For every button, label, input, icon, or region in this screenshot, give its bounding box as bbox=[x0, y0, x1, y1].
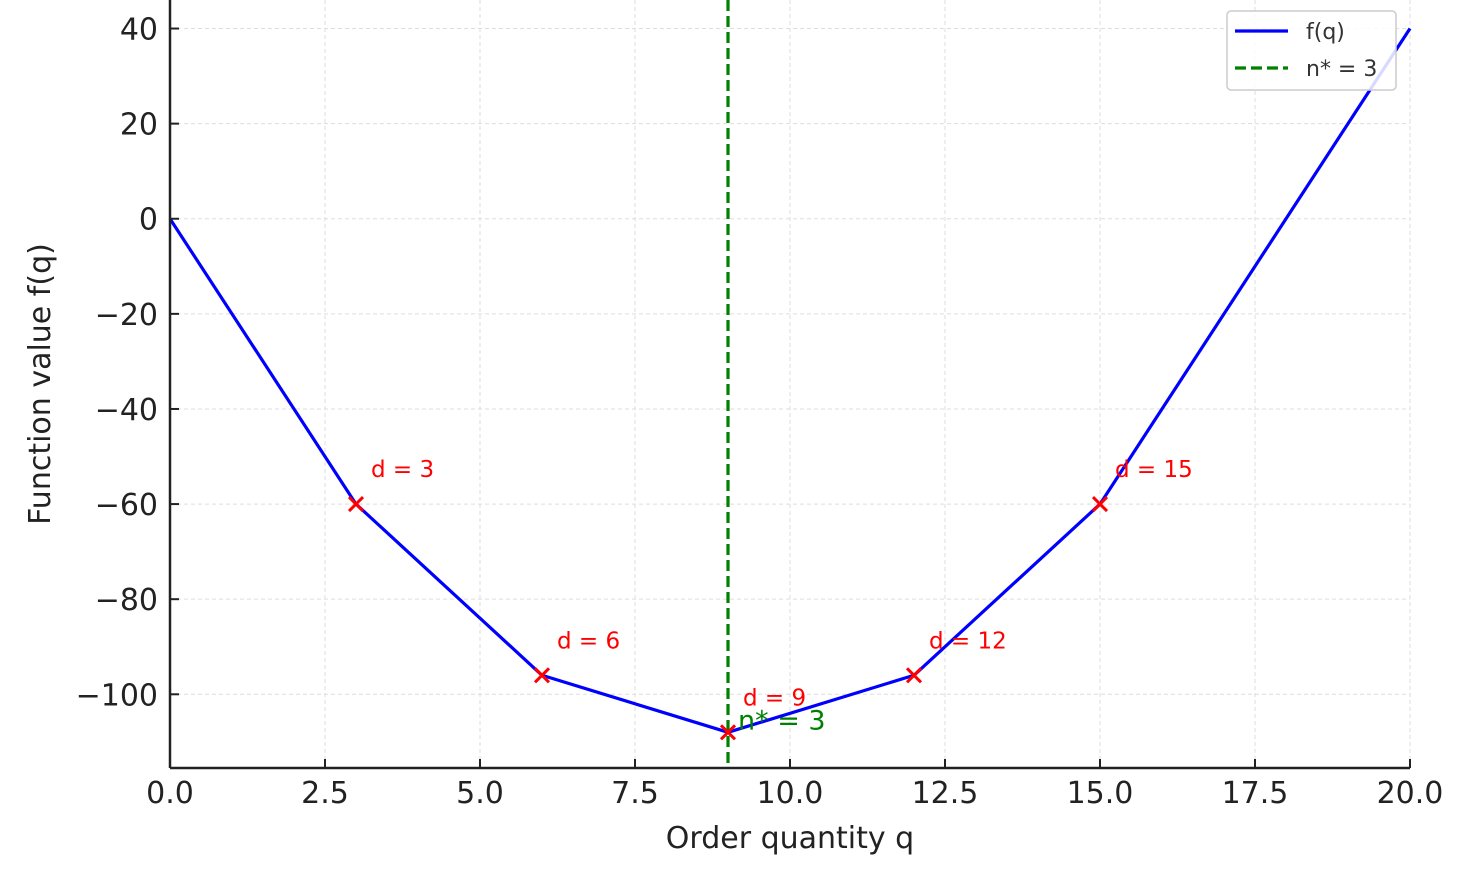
y-tick-label: −20 bbox=[95, 298, 158, 333]
marker-label: d = 15 bbox=[1115, 457, 1193, 483]
legend-label-fq: f(q) bbox=[1306, 20, 1345, 45]
x-tick-label: 5.0 bbox=[456, 776, 504, 811]
x-tick-label: 7.5 bbox=[611, 776, 659, 811]
y-axis-label: Function value f(q) bbox=[23, 243, 58, 525]
markers bbox=[347, 496, 1109, 741]
x-tick-label: 12.5 bbox=[912, 776, 979, 811]
marker-point bbox=[347, 496, 365, 513]
x-axis-label: Order quantity q bbox=[666, 821, 914, 856]
x-tick-label: 20.0 bbox=[1377, 776, 1444, 811]
marker-stroke bbox=[905, 667, 923, 684]
x-tick-label: 0.0 bbox=[146, 776, 194, 811]
legend: f(q) n* = 3 bbox=[1226, 10, 1397, 91]
marker-point bbox=[1091, 496, 1109, 513]
marker-label: d = 3 bbox=[371, 457, 434, 483]
nstar-annotation: n* = 3 bbox=[738, 705, 826, 736]
x-tick-label: 2.5 bbox=[301, 776, 349, 811]
marker-label: d = 6 bbox=[557, 628, 620, 654]
y-tick-label: 20 bbox=[120, 108, 158, 143]
y-tick-label: −100 bbox=[76, 678, 158, 713]
marker-stroke bbox=[347, 496, 365, 513]
marker-stroke bbox=[719, 724, 737, 741]
x-tick-label: 17.5 bbox=[1222, 776, 1289, 811]
marker-point bbox=[719, 724, 737, 741]
legend-label-nstar: n* = 3 bbox=[1306, 57, 1377, 82]
annotations: d = 3 d = 6 d = 9 d = 12 d = 15 n* = 3 bbox=[371, 457, 1193, 736]
marker-label: d = 9 bbox=[743, 685, 806, 711]
y-tick-label: −60 bbox=[95, 488, 158, 523]
y-tick-label: −80 bbox=[95, 583, 158, 618]
y-tick-label: 40 bbox=[120, 13, 158, 48]
marker-stroke bbox=[533, 667, 551, 684]
y-tick-label: 0 bbox=[139, 203, 158, 238]
marker-point bbox=[905, 667, 923, 684]
marker-stroke bbox=[1091, 496, 1109, 513]
ticks: 0.0 2.5 5.0 7.5 10.0 12.5 15.0 17.5 20.0 40 20 0 −20… bbox=[76, 13, 1444, 811]
marker-label: d = 12 bbox=[929, 628, 1007, 654]
grid bbox=[170, 0, 1411, 768]
x-tick-label: 10.0 bbox=[757, 776, 824, 811]
marker-point bbox=[533, 667, 551, 684]
x-tick-label: 15.0 bbox=[1067, 776, 1134, 811]
y-tick-label: −40 bbox=[95, 393, 158, 428]
